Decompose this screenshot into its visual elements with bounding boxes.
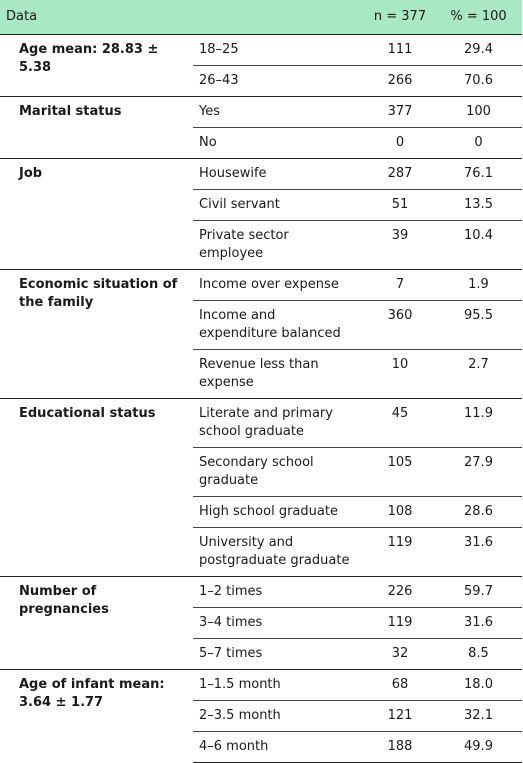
- table-row: 5–7 times 32 8.5: [0, 638, 522, 670]
- group-label: Marital status: [0, 96, 193, 159]
- table-row: Number of pregnancies 1–2 times 226 59.7: [0, 576, 522, 670]
- percent-cell: 59.7: [435, 576, 522, 608]
- percent-cell: 31.6: [435, 607, 522, 639]
- header-cell: % = 100: [435, 0, 522, 35]
- percent-cell: 18.0: [435, 669, 522, 701]
- row-label: High school graduate: [193, 496, 365, 528]
- percent-cell: 8.5: [435, 638, 522, 670]
- percent-cell: 95.5: [435, 300, 522, 350]
- row-label: 18–25: [193, 34, 365, 66]
- group-label: Educational status: [0, 398, 193, 577]
- count-cell: 226: [365, 576, 435, 608]
- percent-cell: 1.9: [435, 269, 522, 301]
- percent-cell: 49.9: [435, 731, 522, 763]
- count-cell: 119: [365, 607, 435, 639]
- table-row: 26–43 266 70.6: [0, 65, 522, 97]
- count-cell: 121: [365, 700, 435, 732]
- table-row: Civil servant 51 13.5: [0, 189, 522, 221]
- count-cell: 105: [365, 447, 435, 497]
- count-cell: 266: [365, 65, 435, 97]
- count-cell: 68: [365, 669, 435, 701]
- percent-cell: 0: [435, 127, 522, 159]
- count-cell: 0: [365, 127, 435, 159]
- row-label: Income and expenditure balanced: [193, 300, 365, 350]
- row-label: Secondary school graduate: [193, 447, 365, 497]
- table-row: High school graduate 108 28.6: [0, 496, 522, 528]
- row-label: Revenue less than expense: [193, 349, 365, 399]
- group-label: Job: [0, 158, 193, 270]
- percent-cell: 10.4: [435, 220, 522, 270]
- row-label: 26–43: [193, 65, 365, 97]
- table-row: 3–4 times 119 31.6: [0, 607, 522, 639]
- row-label: Yes: [193, 96, 365, 128]
- count-cell: 32: [365, 638, 435, 670]
- count-cell: 111: [365, 34, 435, 66]
- count-cell: 287: [365, 158, 435, 190]
- table-row: Age of infant mean: 3.64 ± 1.77 1–1.5 mon…: [0, 669, 522, 763]
- row-label: 3–4 times: [193, 607, 365, 639]
- percent-cell: 76.1: [435, 158, 522, 190]
- table-row: Revenue less than expense 10 2.7: [0, 349, 522, 399]
- table-body: Age mean: 28.83 ± 5.38 18–25 111 29.4 26–43 2…: [0, 34, 522, 763]
- table-row: Income and expenditure balanced 360 95.5: [0, 300, 522, 350]
- count-cell: 119: [365, 527, 435, 577]
- count-cell: 51: [365, 189, 435, 221]
- table-row: Age mean: 28.83 ± 5.38 18–25 111 29.4: [0, 34, 522, 97]
- percent-cell: 11.9: [435, 398, 522, 448]
- table-row: Marital status Yes 377 100: [0, 96, 522, 159]
- count-cell: 7: [365, 269, 435, 301]
- count-cell: 39: [365, 220, 435, 270]
- row-label: 1–1.5 month: [193, 669, 365, 701]
- percent-cell: 27.9: [435, 447, 522, 497]
- group-label: Age of infant mean: 3.64 ± 1.77: [0, 669, 193, 763]
- row-label: No: [193, 127, 365, 159]
- group-label: Economic situation of the family: [0, 269, 193, 399]
- percent-cell: 2.7: [435, 349, 522, 399]
- table-row: Economic situation of the family Income o…: [0, 269, 522, 399]
- group-label: Age mean: 28.83 ± 5.38: [0, 34, 193, 97]
- count-cell: 360: [365, 300, 435, 350]
- percent-cell: 13.5: [435, 189, 522, 221]
- count-cell: 377: [365, 96, 435, 128]
- row-label: 5–7 times: [193, 638, 365, 670]
- table-row: 2–3.5 month 121 32.1: [0, 700, 522, 732]
- count-cell: 188: [365, 731, 435, 763]
- table-header: Data n = 377 % = 100: [0, 0, 522, 35]
- row-label: 1–2 times: [193, 576, 365, 608]
- count-cell: 45: [365, 398, 435, 448]
- row-label: Private sector employee: [193, 220, 365, 270]
- table-row: Educational status Literate and primary s…: [0, 398, 522, 577]
- row-label: Income over expense: [193, 269, 365, 301]
- group-label: Number of pregnancies: [0, 576, 193, 670]
- percent-cell: 70.6: [435, 65, 522, 97]
- table-row: Private sector employee 39 10.4: [0, 220, 522, 270]
- header-cell: Data: [0, 0, 193, 35]
- table-row: No 0 0: [0, 127, 522, 159]
- table-row: Secondary school graduate 105 27.9: [0, 447, 522, 497]
- row-label: 4–6 month: [193, 731, 365, 763]
- table-row: Job Housewife 287 76.1: [0, 158, 522, 270]
- percent-cell: 29.4: [435, 34, 522, 66]
- row-label: Literate and primary school graduate: [193, 398, 365, 448]
- percent-cell: 100: [435, 96, 522, 128]
- count-cell: 108: [365, 496, 435, 528]
- table-row: 4–6 month 188 49.9: [0, 731, 522, 763]
- row-label: 2–3.5 month: [193, 700, 365, 732]
- percent-cell: 28.6: [435, 496, 522, 528]
- row-label: Civil servant: [193, 189, 365, 221]
- header-cell: [193, 0, 365, 35]
- row-label: Housewife: [193, 158, 365, 190]
- percent-cell: 31.6: [435, 527, 522, 577]
- row-label: University and postgraduate graduate: [193, 527, 365, 577]
- header-cell: n = 377: [365, 0, 435, 35]
- header-row: Data n = 377 % = 100: [0, 0, 522, 35]
- count-cell: 10: [365, 349, 435, 399]
- percent-cell: 32.1: [435, 700, 522, 732]
- table-row: University and postgraduate graduate 119 3…: [0, 527, 522, 577]
